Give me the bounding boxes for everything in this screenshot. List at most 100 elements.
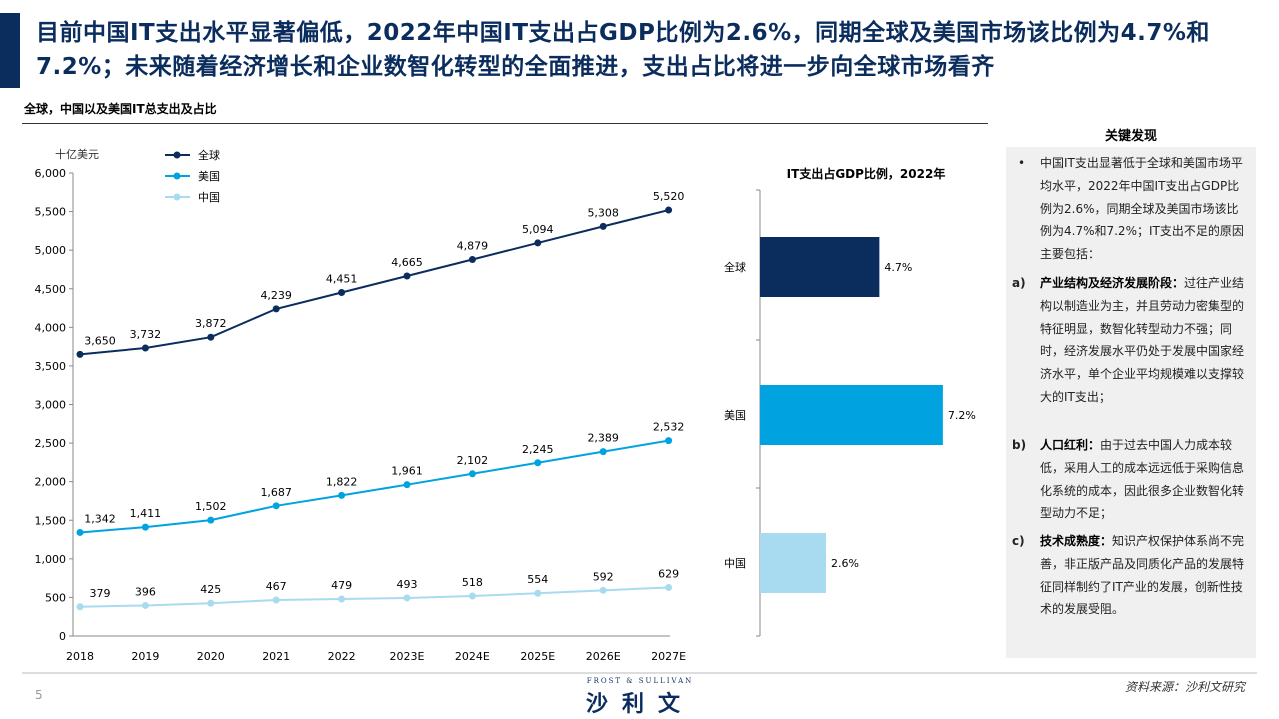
bullet-text: 中国IT支出显著低于全球和美国市场平均水平，2022年中国IT支出占GDP比例为… <box>1040 156 1244 262</box>
data-label: 2,389 <box>587 432 619 445</box>
title-accent-bar <box>0 13 20 88</box>
finding-a: a) 产业结构及经济发展阶段：过往产业结构以制造业为主，并且劳动力密集型的特征明显… <box>1012 272 1250 409</box>
x-tick-label: 2025E <box>520 650 555 663</box>
bar-category-label: 美国 <box>724 409 746 422</box>
bar-chart-title: IT支出占GDP比例，2022年 <box>787 166 946 181</box>
bar-中国 <box>760 533 827 593</box>
bar-value-label: 7.2% <box>948 409 976 422</box>
marker: c) <box>1012 534 1025 548</box>
y-tick-label: 5,000 <box>35 244 67 257</box>
data-point <box>76 350 84 358</box>
data-point <box>534 239 542 247</box>
data-point <box>403 481 411 489</box>
y-axis-label: 十亿美元 <box>55 147 99 161</box>
y-tick-label: 2,000 <box>35 476 67 489</box>
divider <box>22 123 988 124</box>
data-point <box>272 596 280 604</box>
data-label: 493 <box>397 578 418 591</box>
data-label: 592 <box>593 570 614 583</box>
data-point <box>338 289 346 297</box>
chart-subtitle: 全球，中国以及美国IT总支出及占比 <box>24 102 217 116</box>
charts-svg: 十亿美元 0 500 1,000 1,500 2,000 2,500 3,000 3,500 4,… <box>35 147 976 663</box>
data-label: 5,520 <box>653 190 685 203</box>
finding-title: 产业结构及经济发展阶段： <box>1040 276 1185 290</box>
x-tick-label: 2021 <box>262 650 290 663</box>
data-point <box>207 516 215 524</box>
data-label: 2,245 <box>522 443 554 456</box>
data-point <box>141 601 149 609</box>
data-label: 554 <box>527 573 548 586</box>
data-label: 1,502 <box>195 500 227 513</box>
data-label: 518 <box>462 576 483 589</box>
y-tick-label: 4,000 <box>35 321 67 334</box>
bar-category-label: 中国 <box>724 557 746 570</box>
data-label: 4,451 <box>326 273 358 286</box>
x-tick-label: 2024E <box>455 650 490 663</box>
y-tick-label: 6,000 <box>35 167 67 180</box>
data-label: 3,872 <box>195 317 227 330</box>
page-number: 5 <box>35 688 43 702</box>
data-label: 629 <box>658 567 679 580</box>
data-label: 396 <box>135 585 156 598</box>
data-label: 467 <box>266 580 287 593</box>
logo-text: FROST & SULLIVAN <box>586 677 694 685</box>
x-tick-label: 2027E <box>651 650 686 663</box>
data-label: 5,094 <box>522 223 554 236</box>
x-tick-label: 2022 <box>328 650 356 663</box>
y-tick-label: 1,500 <box>35 514 67 527</box>
data-point <box>403 272 411 280</box>
footer-divider <box>22 672 1257 674</box>
data-label: 1,961 <box>391 465 423 478</box>
y-tick-label: 3,000 <box>35 399 67 412</box>
legend-marker <box>173 151 181 159</box>
data-point <box>599 448 607 456</box>
x-tick-label: 2018 <box>66 650 94 663</box>
data-point <box>468 470 476 478</box>
bar-value-label: 2.6% <box>831 557 859 570</box>
finding-text: 知识产权保护体系尚不完善，非正版产品及同质化产品的发展特征同样制约了IT产业的发… <box>1040 534 1245 617</box>
x-tick-label: 2020 <box>197 650 225 663</box>
page-title: 目前中国IT支出水平显著偏低，2022年中国IT支出占GDP比例为2.6%，同期… <box>36 20 1210 80</box>
data-label: 2,102 <box>457 454 489 467</box>
y-tick-label: 1,000 <box>35 553 67 566</box>
data-point <box>141 523 149 531</box>
legend-label: 中国 <box>198 191 220 204</box>
y-tick-label: 5,500 <box>35 206 67 219</box>
legend-label: 全球 <box>198 148 220 162</box>
data-label: 1,342 <box>84 512 116 525</box>
data-point <box>141 344 149 352</box>
data-point <box>403 594 411 602</box>
findings-panel <box>1006 147 1256 658</box>
data-label: 425 <box>200 583 221 596</box>
bar-value-label: 4.7% <box>884 261 912 274</box>
data-label: 4,879 <box>457 240 489 253</box>
bar-category-label: 全球 <box>724 260 746 274</box>
data-label: 4,665 <box>391 256 423 269</box>
series-line-全球 <box>79 209 669 356</box>
legend-label: 美国 <box>198 170 220 183</box>
data-label: 479 <box>331 579 352 592</box>
data-point <box>665 206 673 214</box>
data-point <box>272 305 280 313</box>
data-point <box>338 595 346 603</box>
data-point <box>207 333 215 341</box>
finding-b: b) 人口红利：由于过去中国人力成本较低，采用人工的成本远远低于采购信息化系统的成… <box>1012 434 1250 525</box>
data-label: 2,532 <box>653 421 685 434</box>
x-tick-label: 2023E <box>390 650 425 663</box>
marker: b) <box>1012 438 1027 452</box>
finding-text: 过往产业结构以制造业为主，并且劳动力密集型的特征明显，数智化转型动力不强；同时，… <box>1040 276 1245 404</box>
finding-title: 人口红利： <box>1040 438 1101 452</box>
source-note: 资料来源：沙利文研究 <box>1124 680 1245 694</box>
data-label: 379 <box>90 587 111 600</box>
data-point <box>665 583 673 591</box>
series-line-中国 <box>79 586 669 608</box>
data-point <box>534 589 542 597</box>
data-point <box>338 491 346 499</box>
y-tick-label: 500 <box>45 591 66 604</box>
legend-marker <box>173 172 181 180</box>
data-label: 1,822 <box>326 475 358 488</box>
y-tick-label: 0 <box>59 630 66 643</box>
data-point <box>207 599 215 607</box>
x-tick-label: 2026E <box>586 650 621 663</box>
data-point <box>599 222 607 230</box>
